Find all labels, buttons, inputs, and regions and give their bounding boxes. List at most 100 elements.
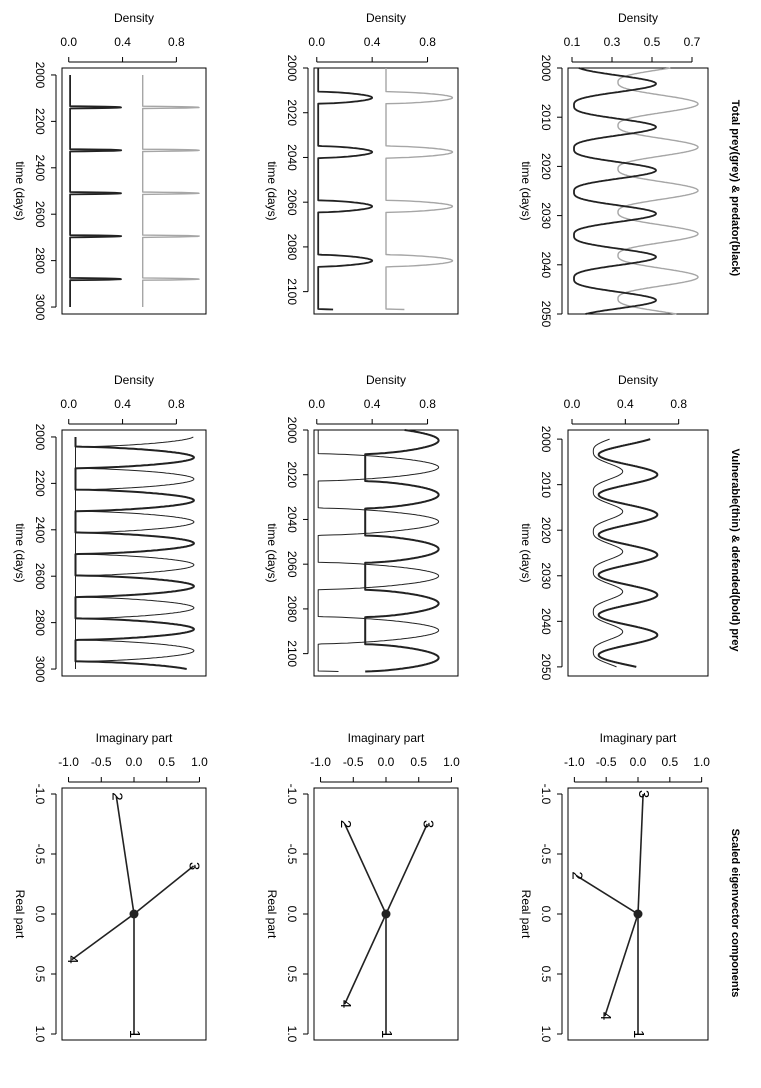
y-tick-label: -0.5: [91, 755, 112, 769]
eigen-vector-3: [637, 793, 644, 915]
x-tick-label: 2200: [33, 470, 47, 497]
y-axis-label: Imaginary part: [96, 731, 173, 745]
x-tick-label: 2080: [285, 596, 299, 623]
x-tick-label: -0.5: [33, 844, 47, 865]
series-defended-prey: [364, 429, 440, 673]
x-tick-label: 2400: [33, 516, 47, 543]
y-axis-label: Density: [114, 11, 154, 25]
x-axis-label: Real part: [519, 890, 533, 939]
x-tick-label: 2010: [539, 104, 553, 131]
eigen-vector-2: [115, 796, 135, 915]
plot-frame: [567, 787, 709, 1041]
x-tick-label: 2000: [285, 55, 299, 82]
y-tick-label: 0.4: [364, 35, 381, 49]
x-tick-label: 1.0: [33, 1026, 47, 1043]
x-tick-label: 2100: [285, 278, 299, 305]
y-tick-label: 0.0: [308, 397, 325, 411]
y-tick-label: -1.0: [58, 755, 79, 769]
x-tick-label: 0.0: [539, 906, 553, 923]
panel-eigen-3: -1.0 -0.5 0.0 0.5 1.0 Imaginary part -1.0 -0.5 0…: [13, 731, 208, 1043]
eigen-vector-2: [575, 874, 639, 915]
panel-vuln-3: 0.0 0.4 0.8 Density 2000 2200 2400 2600 2800 3000…: [13, 373, 207, 683]
y-tick-label: 0.8: [419, 35, 436, 49]
y-axis-label: Density: [618, 373, 658, 387]
x-tick-label: -1.0: [539, 784, 553, 805]
y-tick-label: 0.5: [661, 755, 678, 769]
x-axis-label: time (days): [519, 523, 533, 582]
x-tick-label: 2030: [539, 202, 553, 229]
y-tick-label: 0.4: [364, 397, 381, 411]
y-tick-label: 0.4: [114, 35, 131, 49]
x-tick-label: 2400: [33, 154, 47, 181]
x-tick-label: 1.0: [285, 1026, 299, 1043]
panel-vuln-2: 0.0 0.4 0.8 Density 2000 2020 2040 2060 2080 2100…: [265, 373, 459, 677]
x-tick-label: 2020: [539, 517, 553, 544]
x-tick-label: 2020: [285, 99, 299, 126]
x-tick-label: 2050: [539, 301, 553, 328]
eigen-label-3: 3: [635, 790, 652, 798]
y-tick-label: 0.5: [410, 755, 427, 769]
x-tick-label: -1.0: [285, 784, 299, 805]
x-tick-label: 2040: [285, 506, 299, 533]
x-tick-label: 2000: [33, 424, 47, 451]
y-tick-label: 0.8: [419, 397, 436, 411]
y-tick-label: 0.0: [126, 755, 143, 769]
x-axis-label: time (days): [13, 161, 27, 220]
series-vulnerable-prey: [75, 436, 195, 670]
x-tick-label: 2800: [33, 609, 47, 636]
x-tick-label: 2010: [539, 471, 553, 498]
x-tick-label: 3000: [33, 656, 47, 683]
y-tick-label: 0.1: [564, 35, 581, 49]
x-tick-label: 2000: [539, 426, 553, 453]
y-tick-label: -1.0: [564, 755, 585, 769]
y-tick-label: -1.0: [310, 755, 331, 769]
row-title-total: Total prey(grey) & predator(black): [729, 100, 741, 277]
x-tick-label: 3000: [33, 294, 47, 321]
panel-vuln-1: 0.0 0.4 0.8 Density 2000 2010 2020 2030 2040 2050…: [519, 373, 709, 681]
x-axis-label: Real part: [265, 890, 279, 939]
eigen-label-1: 1: [630, 1030, 647, 1038]
x-tick-label: 2040: [539, 608, 553, 635]
x-tick-label: 2600: [33, 201, 47, 228]
y-tick-label: -0.5: [596, 755, 617, 769]
eigen-label-2: 2: [108, 792, 125, 800]
eigen-label-4: 4: [597, 1012, 614, 1020]
series-vulnerable-prey: [592, 438, 624, 668]
eigen-label-1: 1: [378, 1030, 395, 1038]
origin-point: [633, 909, 643, 919]
plot-frame: [61, 787, 207, 1041]
x-tick-label: 2000: [285, 417, 299, 444]
x-tick-label: 2800: [33, 247, 47, 274]
row-title-eigen: Scaled eigenvector components: [729, 829, 741, 998]
eigen-vector-4: [71, 913, 135, 961]
series-predator: [69, 74, 123, 308]
panels: 0.1 0.3 0.5 0.7 Density 2000 2010 2020 2030 2040 2…: [13, 11, 710, 1043]
series-defended-prey: [597, 438, 659, 668]
y-tick-label: 0.0: [60, 397, 77, 411]
y-tick-label: 0.4: [114, 397, 131, 411]
y-tick-label: 1.0: [693, 755, 710, 769]
x-tick-label: -1.0: [33, 784, 47, 805]
plot-frame: [567, 429, 709, 677]
y-axis-label: Density: [618, 11, 658, 25]
y-tick-label: 0.0: [378, 755, 395, 769]
y-tick-label: 0.0: [60, 35, 77, 49]
series-defended-prey: [74, 436, 195, 670]
x-tick-label: 0.0: [285, 906, 299, 923]
y-tick-label: 0.5: [158, 755, 175, 769]
x-axis-label: time (days): [265, 523, 279, 582]
x-tick-label: 2020: [539, 153, 553, 180]
y-tick-label: 0.5: [644, 35, 661, 49]
x-axis-label: time (days): [13, 523, 27, 582]
plot-frame: [313, 429, 459, 677]
eigen-vector-4: [604, 913, 639, 1017]
series-total-prey: [617, 67, 699, 315]
x-tick-label: 0.5: [539, 966, 553, 983]
eigen-label-4: 4: [64, 955, 81, 963]
x-tick-label: 2000: [539, 55, 553, 82]
y-tick-label: 0.8: [670, 397, 687, 411]
x-tick-label: 2100: [285, 640, 299, 667]
eigen-vector-3: [133, 865, 195, 915]
y-axis-label: Imaginary part: [348, 731, 425, 745]
